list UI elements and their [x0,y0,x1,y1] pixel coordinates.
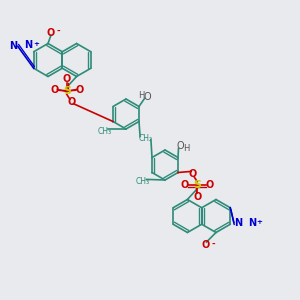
Text: O: O [67,97,76,107]
Text: H: H [138,92,144,100]
Text: -: - [57,27,61,36]
Text: N: N [248,218,256,228]
Text: CH₃: CH₃ [97,127,112,136]
Text: N: N [234,218,242,228]
Text: N: N [24,40,32,50]
Text: O: O [206,180,214,190]
Text: O: O [63,74,71,84]
Text: S: S [193,180,201,190]
Text: O: O [176,141,184,152]
Text: O: O [144,92,152,103]
Text: O: O [201,240,210,250]
Text: +: + [257,219,262,225]
Text: O: O [180,180,189,190]
Text: O: O [188,169,197,179]
Text: O: O [50,85,58,95]
Text: H: H [183,144,190,153]
Text: S: S [63,86,71,96]
Text: +: + [33,40,39,46]
Text: CH₂: CH₂ [138,134,153,142]
Text: -: - [212,239,215,248]
Text: O: O [75,85,84,95]
Text: N: N [9,41,17,51]
Text: CH₃: CH₃ [135,177,150,186]
Text: O: O [193,192,201,202]
Text: O: O [47,28,55,38]
